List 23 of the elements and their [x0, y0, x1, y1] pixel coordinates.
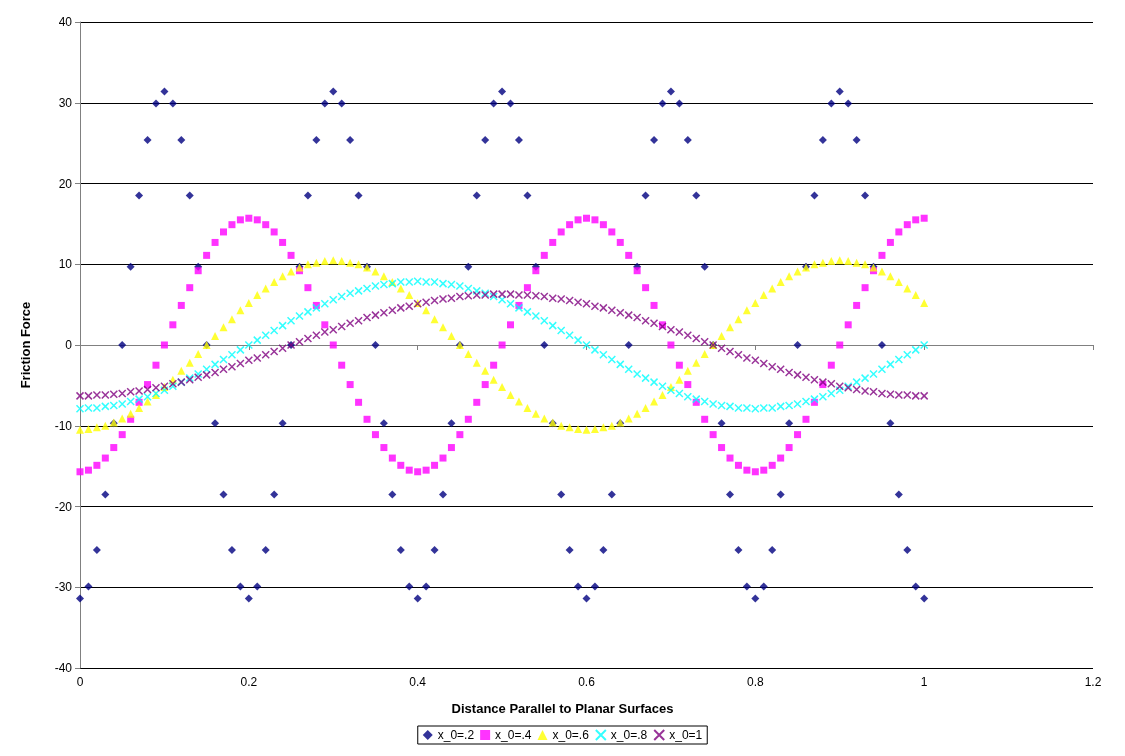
x-tick-label: 1.2 — [1084, 675, 1102, 689]
y-tick-label: -10 — [54, 418, 73, 433]
legend-label: x_0=.4 — [495, 728, 532, 742]
y-tick-label: 20 — [58, 176, 73, 191]
x-tick-label: 0 — [76, 675, 84, 689]
y-tick-label: -30 — [54, 580, 73, 595]
y-tick-label: 10 — [58, 257, 73, 272]
legend-label: x_0=.8 — [610, 728, 648, 742]
x-tick-label: 0.4 — [409, 675, 427, 689]
y-tick-label: 0 — [65, 338, 73, 352]
y-tick-label: 40 — [58, 15, 73, 29]
y-axis-title: Friction Force — [18, 301, 33, 389]
legend-label: x_0=.2 — [437, 728, 475, 742]
x-tick-label: 0.6 — [578, 675, 596, 689]
x-tick-label: 1 — [920, 675, 928, 689]
y-tick-label: -40 — [54, 661, 73, 675]
x-tick-label: 0.8 — [746, 675, 764, 689]
y-tick-label: -20 — [54, 499, 73, 514]
legend-label: x_0=1 — [669, 728, 703, 742]
legend-label: x_0=.6 — [552, 728, 590, 742]
x-axis-title: Distance Parallel to Planar Surfaces — [451, 701, 674, 716]
y-tick-label: 30 — [58, 95, 73, 110]
x-tick-label: 0.2 — [240, 675, 258, 689]
